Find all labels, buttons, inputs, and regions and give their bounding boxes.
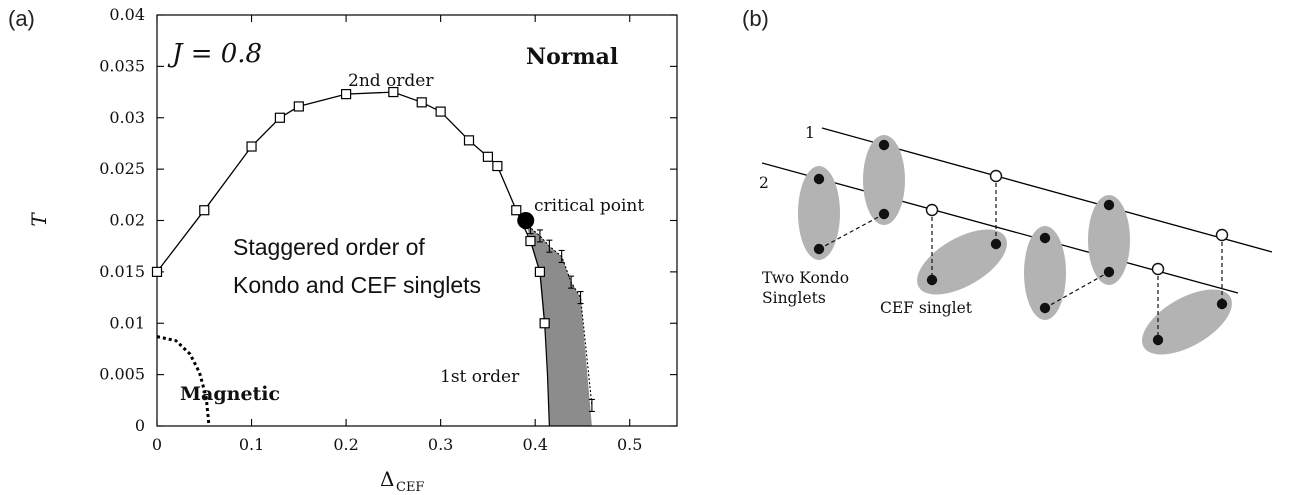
kondo-label-line1: Two Kondo	[762, 269, 849, 287]
x-ticks: 0 0.1 0.2 0.3 0.4 0.5	[152, 15, 642, 454]
kondo-singlet-ellipse	[1088, 195, 1130, 285]
data-point-square	[199, 205, 210, 216]
y-tick-label: 0.015	[99, 262, 145, 281]
annotation-critical-point: critical point	[534, 196, 644, 216]
y-axis-label: T	[27, 212, 51, 227]
kondo-label-line2: Singlets	[762, 289, 826, 307]
chain-label-2: 2	[759, 174, 769, 192]
data-point-square	[482, 151, 494, 162]
open-site-circle	[1151, 262, 1165, 276]
data-point-square	[492, 160, 503, 172]
x-tick-label: 0.5	[617, 435, 642, 454]
y-tick-label: 0.03	[109, 108, 145, 127]
annotation-staggered-line2: Kondo and CEF singlets	[233, 272, 481, 298]
chain-label-1: 1	[805, 124, 815, 142]
panel-label-a: (a)	[8, 6, 35, 31]
y-tick-label: 0	[135, 416, 145, 435]
data-point-square	[511, 205, 522, 216]
spin-dot	[1103, 266, 1115, 278]
cef-singlet-ellipse	[1142, 289, 1232, 355]
x-tick-label: 0.4	[522, 435, 547, 454]
spin-dot	[990, 238, 1002, 250]
spin-dot	[813, 173, 825, 185]
x-axis-label-subscript: CEF	[396, 480, 424, 495]
spin-dot	[878, 208, 890, 220]
data-point-square	[435, 106, 446, 117]
y-tick-label: 0.025	[99, 159, 145, 178]
open-site-circle	[989, 169, 1003, 183]
data-point-square	[463, 135, 475, 146]
annotation-j-value: J = 0.8	[167, 39, 262, 69]
y-tick-label: 0.035	[99, 56, 145, 75]
magnetic-dotted-line	[156, 335, 211, 427]
first-order-coexistence-region	[525, 220, 592, 427]
data-point-square	[293, 101, 304, 112]
x-tick-label: 0.3	[428, 435, 453, 454]
spin-dot	[1039, 302, 1051, 314]
x-tick-label: 0.1	[239, 435, 264, 454]
critical-point-marker	[517, 212, 535, 229]
spin-dot	[1216, 298, 1228, 310]
y-tick-label: 0.01	[109, 313, 145, 332]
first-order-dotted-line	[525, 222, 593, 406]
first-order-boundary	[544, 323, 550, 427]
magnetic-boundary	[156, 335, 211, 427]
critical-point-dot	[517, 212, 535, 229]
annotation-normal: Normal	[526, 44, 618, 70]
data-point-square	[340, 89, 352, 100]
y-tick-label: 0.005	[99, 365, 145, 384]
panel-label-b: (b)	[742, 6, 769, 31]
data-point-square	[151, 266, 163, 277]
spin-dot	[878, 139, 890, 151]
annotation-first-order: 1st order	[440, 367, 520, 387]
open-site-circle	[1215, 228, 1229, 242]
x-tick-label: 0.2	[333, 435, 358, 454]
data-point-square	[274, 112, 286, 123]
x-axis-label: Δ	[380, 467, 394, 491]
cef-singlet-ellipse	[917, 229, 1007, 295]
dashed-link	[1044, 271, 1110, 309]
data-point-square	[534, 266, 546, 277]
open-site-circle	[925, 203, 939, 217]
kondo-singlet-ellipse	[863, 135, 905, 225]
data-point-square	[246, 141, 257, 152]
kondo-singlet-ellipse	[1024, 226, 1066, 320]
singlet-diagram: 1 2	[759, 124, 1273, 355]
data-point-square	[525, 235, 536, 247]
cef-label: CEF singlet	[880, 299, 973, 317]
data-point-square	[539, 318, 550, 329]
y-tick-label: 0.04	[109, 5, 145, 24]
annotation-staggered-line1: Staggered order of	[233, 234, 425, 260]
dashed-link	[818, 213, 885, 250]
data-point-square	[388, 86, 399, 98]
spin-dot	[1103, 199, 1115, 211]
spin-dot	[813, 243, 825, 255]
coexistence-fill	[525, 220, 592, 426]
y-tick-label: 0.02	[109, 211, 145, 230]
y-ticks: 0 0.005 0.01 0.015 0.02 0.025 0.03 0.035 0.04	[99, 5, 677, 435]
data-point-square	[416, 97, 427, 108]
phase-diagram-chart: 0 0.1 0.2 0.3 0.4 0.5 0 0.005 0.01 0.015 0.02 0.02…	[27, 5, 678, 495]
annotation-second-order: 2nd order	[348, 71, 434, 91]
annotation-magnetic: Magnetic	[180, 383, 280, 405]
spin-dot	[1152, 334, 1164, 346]
spin-dot	[926, 274, 938, 286]
spin-dot	[1039, 232, 1051, 244]
kondo-singlet-ellipse	[798, 166, 840, 260]
x-tick-label: 0	[152, 435, 162, 454]
